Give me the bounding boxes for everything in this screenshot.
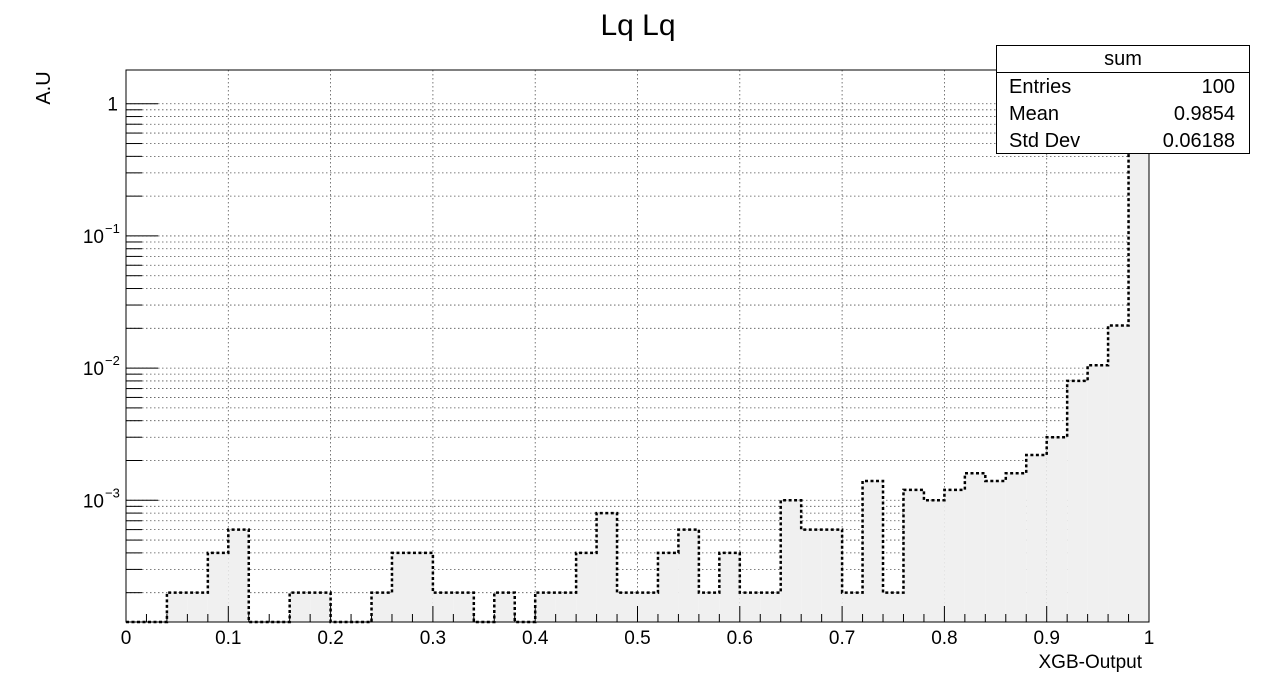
histogram-bar: [780, 500, 802, 622]
x-tick-label: 0.9: [1033, 628, 1059, 649]
x-tick-label: 0.2: [317, 628, 343, 649]
histogram-bar: [883, 592, 904, 622]
histogram-bar: [555, 592, 577, 622]
histogram-bar: [1046, 437, 1068, 622]
x-tick-label: 1: [1144, 628, 1155, 649]
histogram-bar: [1026, 455, 1047, 622]
axes: 0 0.1 0.2 0.3 0.4 0.5 0.6 0.7 0.8 0.9 110 −310 −210−…: [83, 95, 1154, 649]
histogram-bar: [739, 592, 761, 622]
histogram-bar: [801, 529, 822, 622]
y-axis-label: A.U: [33, 71, 55, 104]
histogram-bar: [944, 489, 965, 622]
y-tick-label: 10: [83, 227, 104, 248]
chart-title: Lq Lq: [600, 9, 675, 42]
x-tick-label: 0.1: [215, 628, 241, 649]
histogram-bar: [964, 473, 986, 622]
histogram-bar: [535, 592, 556, 622]
histogram-bar: [903, 489, 924, 622]
histogram-bar: [207, 552, 229, 622]
histogram-bar: [1108, 325, 1129, 622]
histogram-bar: [228, 529, 249, 622]
histogram-outline: [126, 70, 1151, 624]
histogram-bar: [923, 500, 945, 622]
stats-mean-value: 0.9854: [1173, 103, 1235, 125]
y-tick-exponent: −1: [105, 221, 120, 236]
histogram-bar: [391, 552, 413, 622]
histogram-bar: [1087, 365, 1109, 622]
histogram-bar: [576, 552, 597, 622]
histogram-bars: [166, 104, 1149, 623]
x-tick-label: 0.6: [727, 628, 753, 649]
histogram-bar: [678, 529, 699, 622]
stats-entries-label: Entries: [1009, 76, 1072, 98]
histogram-bar: [596, 513, 618, 622]
stats-stddev-label: Std Dev: [1009, 130, 1081, 152]
stats-entries-value: 100: [1201, 76, 1235, 98]
histogram-bar: [617, 592, 638, 622]
histogram-bar: [432, 592, 454, 622]
stats-mean-label: Mean: [1009, 103, 1060, 125]
histogram-bar: [842, 592, 863, 622]
stats-row-mean: Mean 0.9854: [997, 100, 1249, 127]
histogram-bar: [821, 529, 843, 622]
histogram-bar: [494, 592, 515, 622]
x-tick-label: 0: [121, 628, 132, 649]
stats-box: sum Entries 100 Mean 0.9854 Std Dev 0.06…: [996, 45, 1250, 154]
x-axis-label: XGB-Output: [1039, 652, 1143, 673]
histogram-bar: [698, 592, 720, 622]
y-tick-label: 10: [83, 359, 104, 380]
x-tick-label: 0.3: [420, 628, 446, 649]
histogram-bar: [760, 592, 781, 622]
histogram-bar: [1067, 380, 1088, 622]
stats-row-entries: Entries 100: [997, 73, 1249, 100]
histogram-bar: [187, 592, 208, 622]
histogram-bar: [289, 592, 311, 622]
histogram-bar: [719, 552, 740, 622]
x-tick-label: 0.4: [522, 628, 549, 649]
histogram-bar: [637, 592, 658, 622]
x-tick-label: 0.7: [829, 628, 855, 649]
y-tick-exponent: −2: [105, 353, 120, 368]
histogram-bar: [1005, 473, 1027, 622]
stats-stddev-value: 0.06188: [1162, 130, 1235, 152]
histogram-bar: [166, 592, 188, 622]
stats-row-stddev: Std Dev 0.06188: [997, 127, 1249, 154]
histogram-bar: [371, 592, 392, 622]
y-tick-label: 10: [83, 491, 104, 512]
stats-title: sum: [997, 46, 1249, 73]
histogram-bar: [985, 480, 1006, 622]
y-tick-exponent: −3: [105, 485, 120, 500]
x-tick-label: 0.8: [931, 628, 957, 649]
x-tick-label: 0.5: [624, 628, 650, 649]
histogram-bar: [412, 552, 433, 622]
histogram-bar: [310, 592, 331, 622]
y-tick-label: 1: [107, 95, 118, 116]
histogram-bar: [862, 480, 884, 622]
histogram-bar: [453, 592, 474, 622]
histogram-bar: [657, 552, 679, 622]
histogram-bar: [1128, 104, 1149, 623]
